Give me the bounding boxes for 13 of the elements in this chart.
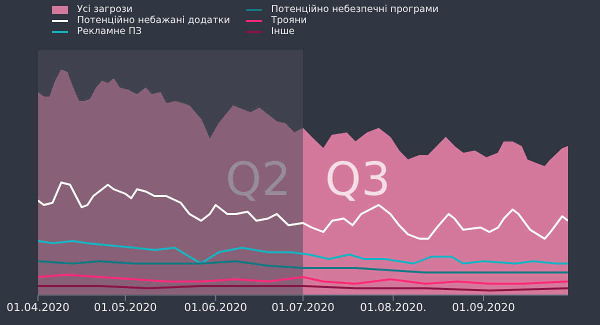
legend-label: Усі загрози — [77, 4, 133, 15]
legend-label: Рекламне ПЗ — [77, 26, 142, 37]
legend-label: Трояни — [271, 15, 307, 26]
x-tick-label: 01.04.2020 — [6, 300, 70, 314]
x-tick-label: 01.06.2020 — [184, 300, 248, 314]
legend-label: Потенційно небезпечні програми — [271, 4, 439, 15]
legend-label: Інше — [271, 26, 295, 37]
x-tick-label: 01.07.2020 — [272, 300, 334, 314]
annotation: Q3 — [325, 152, 390, 206]
x-tick-label: 01.08.2020. — [360, 300, 427, 314]
x-tick-label: 01.09.2020 — [452, 300, 516, 314]
x-tick-label: 01.05.2020 — [94, 300, 157, 314]
legend-label: Потенційно небажані додатки — [77, 15, 230, 26]
